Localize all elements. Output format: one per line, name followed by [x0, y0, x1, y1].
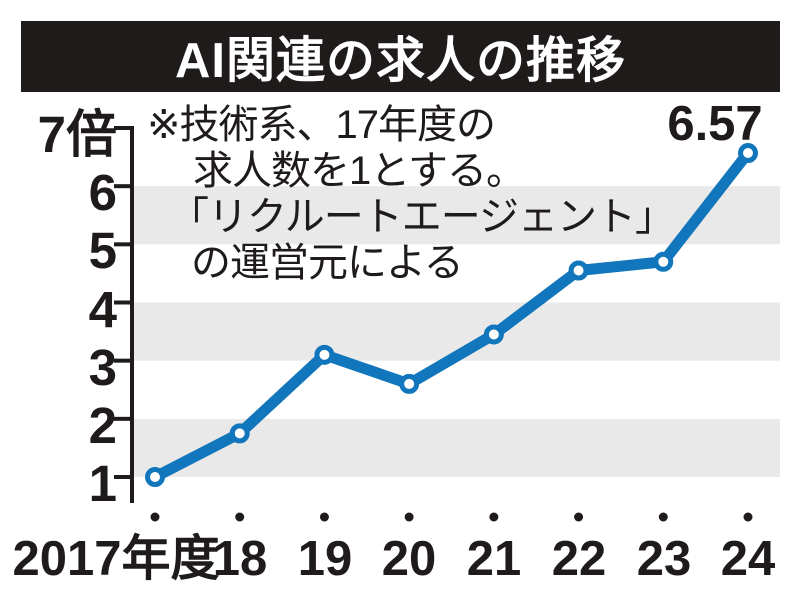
y-axis-label-7: 7倍 [37, 106, 117, 163]
note-line: の運営元による [191, 241, 464, 285]
y-axis-tick [114, 242, 134, 247]
data-point-marker [483, 324, 504, 345]
x-tick-dot [658, 512, 668, 522]
x-axis-label-23: 23 [636, 532, 692, 586]
x-tick-dot [743, 512, 753, 522]
data-point-marker [399, 373, 420, 394]
x-axis-label-2017: 2017年度 [12, 532, 220, 586]
source-note: ※技術系、17年度の 求人数を1とする。 「リクルートエージェント」 の運営元に… [147, 102, 675, 286]
peak-value-label: 6.57 [667, 97, 763, 151]
data-point-marker [737, 143, 758, 164]
grid-band [134, 418, 780, 477]
x-tick-dot [235, 512, 245, 522]
title-bar: AI関連の求人の推移 [21, 21, 780, 92]
y-axis-tick [114, 475, 134, 479]
y-axis-label-5: 5 [88, 222, 117, 279]
y-axis-tick [114, 300, 134, 305]
x-axis-label-24: 24 [720, 532, 776, 586]
y-axis-label-3: 3 [88, 339, 117, 396]
data-point-marker [145, 467, 165, 487]
y-axis-label-1: 1 [88, 455, 117, 512]
data-line [149, 147, 754, 483]
y-axis-tick [114, 184, 134, 189]
chart-title: AI関連の求人の推移 [174, 34, 626, 88]
note-line: ※技術系、17年度の [147, 103, 496, 147]
x-axis-label-22: 22 [551, 532, 607, 586]
x-tick-dot [489, 512, 499, 522]
y-axis-tick [114, 416, 134, 421]
x-tick-dot [319, 512, 329, 522]
x-axis-label-20: 20 [381, 532, 437, 586]
x-axis-label-18: 18 [212, 532, 268, 586]
x-tick-dot [404, 512, 414, 522]
y-axis-label-4: 4 [88, 281, 117, 338]
note-line: 求人数を1とする。 [193, 149, 526, 193]
data-point-marker [568, 260, 589, 281]
y-axis-label-6: 6 [88, 164, 117, 221]
x-axis-label-21: 21 [466, 532, 522, 586]
x-tick-dot [150, 512, 160, 522]
data-point-marker [653, 251, 674, 272]
y-axis-label-2: 2 [88, 397, 117, 454]
x-tick-dot [574, 512, 584, 522]
note-line: 「リクルートエージェント」 [169, 195, 675, 239]
y-axis-tick [114, 125, 134, 130]
grid-band [134, 186, 780, 245]
data-point-marker [314, 344, 335, 365]
y-axis-line [130, 125, 134, 504]
y-axis-tick [114, 358, 134, 363]
x-axis-label-19: 19 [297, 532, 353, 586]
data-point-marker [229, 423, 250, 444]
